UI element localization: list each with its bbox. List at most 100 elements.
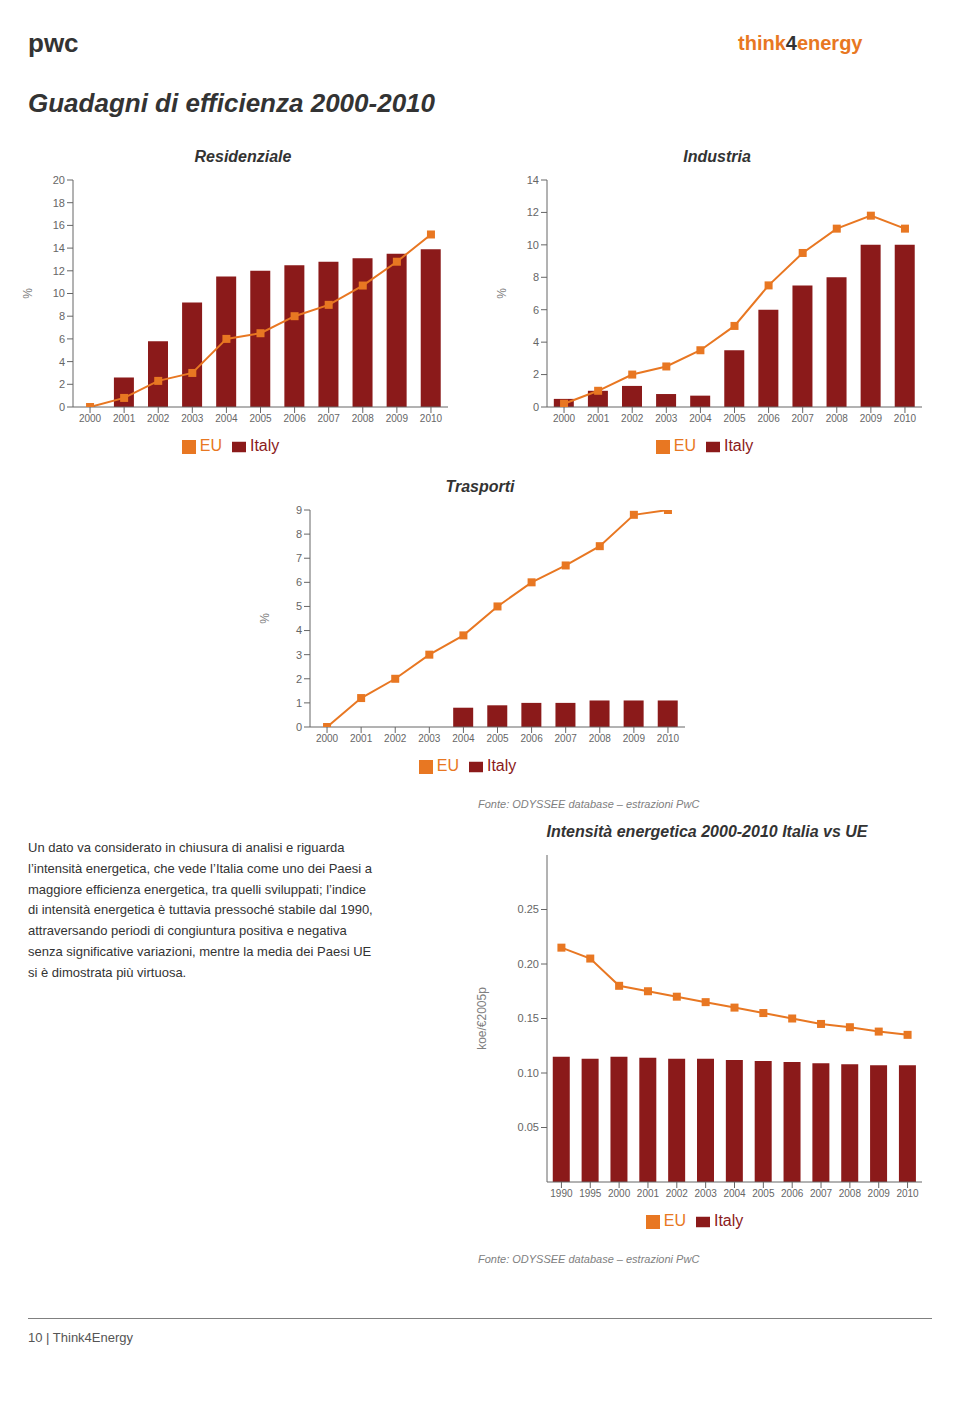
svg-text:2000: 2000: [553, 413, 576, 424]
html-text:EU: EU: [663, 1212, 686, 1229]
html-text:think 4 energy: think 4 energy: [738, 32, 863, 54]
svg-text:14: 14: [527, 174, 539, 186]
svg-text:2001: 2001: [587, 413, 610, 424]
svg-text:0: 0: [533, 401, 539, 413]
svg-text:1990: 1990: [550, 1188, 573, 1199]
svg-text:2009: 2009: [868, 1188, 891, 1199]
svg-text:4: 4: [59, 356, 65, 368]
svg-text:0.15: 0.15: [518, 1012, 539, 1024]
svg-text:10: 10: [527, 239, 539, 251]
svg-text:2002: 2002: [621, 413, 644, 424]
svg-text:2002: 2002: [666, 1188, 689, 1199]
svg-text:koe/€2005p: koe/€2005p: [475, 987, 489, 1050]
svg-text:14: 14: [53, 242, 65, 254]
svg-text:12: 12: [527, 206, 539, 218]
svg-text:2003: 2003: [655, 413, 678, 424]
svg-text:2004: 2004: [452, 733, 475, 744]
html-text:EU: EU: [436, 757, 459, 774]
svg-text:2007: 2007: [792, 413, 815, 424]
svg-text:0: 0: [59, 401, 65, 413]
svg-text:2002: 2002: [147, 413, 170, 424]
svg-text:1995: 1995: [579, 1188, 602, 1199]
svg-text:2010: 2010: [657, 733, 680, 744]
svg-text:2000: 2000: [316, 733, 339, 744]
html-text:Trasporti: Trasporti: [445, 478, 515, 495]
svg-text:2004: 2004: [215, 413, 238, 424]
svg-text:6: 6: [296, 576, 302, 588]
svg-text:2: 2: [59, 378, 65, 390]
svg-text:0.25: 0.25: [518, 903, 539, 915]
svg-text:2006: 2006: [520, 733, 543, 744]
html-text:pwc: pwc: [28, 28, 79, 58]
svg-text:2001: 2001: [113, 413, 136, 424]
html-text:Italy: Italy: [713, 1212, 744, 1229]
svg-text:2006: 2006: [781, 1188, 804, 1199]
svg-text:2004: 2004: [723, 1188, 746, 1199]
svg-text:5: 5: [296, 600, 302, 612]
svg-text:2005: 2005: [723, 413, 746, 424]
svg-text:2002: 2002: [384, 733, 407, 744]
svg-text:2006: 2006: [757, 413, 780, 424]
svg-text:12: 12: [53, 265, 65, 277]
svg-text:3: 3: [296, 649, 302, 661]
html-text:Industria: Industria: [683, 148, 751, 165]
svg-text:2009: 2009: [623, 733, 646, 744]
svg-text:2: 2: [296, 673, 302, 685]
html-text:Un dato va considerato in chiu: Un dato va considerato in chiusura di an…: [28, 840, 373, 980]
svg-text:2003: 2003: [181, 413, 204, 424]
svg-text:4: 4: [296, 624, 302, 636]
svg-text:2005: 2005: [486, 733, 509, 744]
svg-text:2006: 2006: [283, 413, 306, 424]
svg-text:9: 9: [296, 504, 302, 516]
svg-text:2001: 2001: [350, 733, 373, 744]
svg-text:2007: 2007: [318, 413, 341, 424]
html-text:Residenziale: Residenziale: [194, 148, 292, 165]
svg-text:%: %: [258, 613, 272, 624]
svg-text:6: 6: [533, 304, 539, 316]
svg-text:%: %: [495, 288, 509, 299]
svg-text:2010: 2010: [420, 413, 443, 424]
svg-text:2009: 2009: [860, 413, 883, 424]
svg-text:8: 8: [533, 271, 539, 283]
svg-text:16: 16: [53, 219, 65, 231]
svg-text:2005: 2005: [752, 1188, 775, 1199]
svg-text:0.20: 0.20: [518, 958, 539, 970]
html-text:EU: EU: [673, 437, 696, 454]
svg-text:8: 8: [59, 310, 65, 322]
svg-text:10: 10: [53, 287, 65, 299]
svg-text:2007: 2007: [810, 1188, 833, 1199]
svg-text:2010: 2010: [896, 1188, 919, 1199]
html-text:Italy: Italy: [723, 437, 754, 454]
svg-text:0.05: 0.05: [518, 1121, 539, 1133]
svg-text:4: 4: [533, 336, 539, 348]
svg-text:2003: 2003: [695, 1188, 718, 1199]
svg-text:2007: 2007: [555, 733, 578, 744]
html-text:Italy: Italy: [486, 757, 517, 774]
svg-text:2003: 2003: [418, 733, 441, 744]
html-text:EU: EU: [199, 437, 222, 454]
svg-text:0.10: 0.10: [518, 1067, 539, 1079]
html-text:Guadagni di efficienza 2000-20: Guadagni di efficienza 2000-2010: [28, 88, 435, 118]
svg-text:%: %: [21, 288, 35, 299]
svg-text:2010: 2010: [894, 413, 917, 424]
svg-text:20: 20: [53, 174, 65, 186]
svg-text:2001: 2001: [637, 1188, 660, 1199]
svg-text:2004: 2004: [689, 413, 712, 424]
svg-text:2008: 2008: [839, 1188, 862, 1199]
svg-text:7: 7: [296, 552, 302, 564]
svg-text:2009: 2009: [386, 413, 409, 424]
svg-text:18: 18: [53, 197, 65, 209]
svg-text:2008: 2008: [589, 733, 612, 744]
svg-text:2005: 2005: [249, 413, 272, 424]
svg-text:1: 1: [296, 697, 302, 709]
html-text:Italy: Italy: [249, 437, 280, 454]
svg-text:2008: 2008: [826, 413, 849, 424]
svg-text:2000: 2000: [79, 413, 102, 424]
svg-text:0: 0: [296, 721, 302, 733]
svg-text:6: 6: [59, 333, 65, 345]
svg-text:8: 8: [296, 528, 302, 540]
svg-text:2: 2: [533, 368, 539, 380]
svg-text:2008: 2008: [352, 413, 375, 424]
svg-text:2000: 2000: [608, 1188, 631, 1199]
html-text:Intensità energetica 2000-2010: Intensità energetica 2000-2010 Italia vs…: [546, 823, 868, 840]
